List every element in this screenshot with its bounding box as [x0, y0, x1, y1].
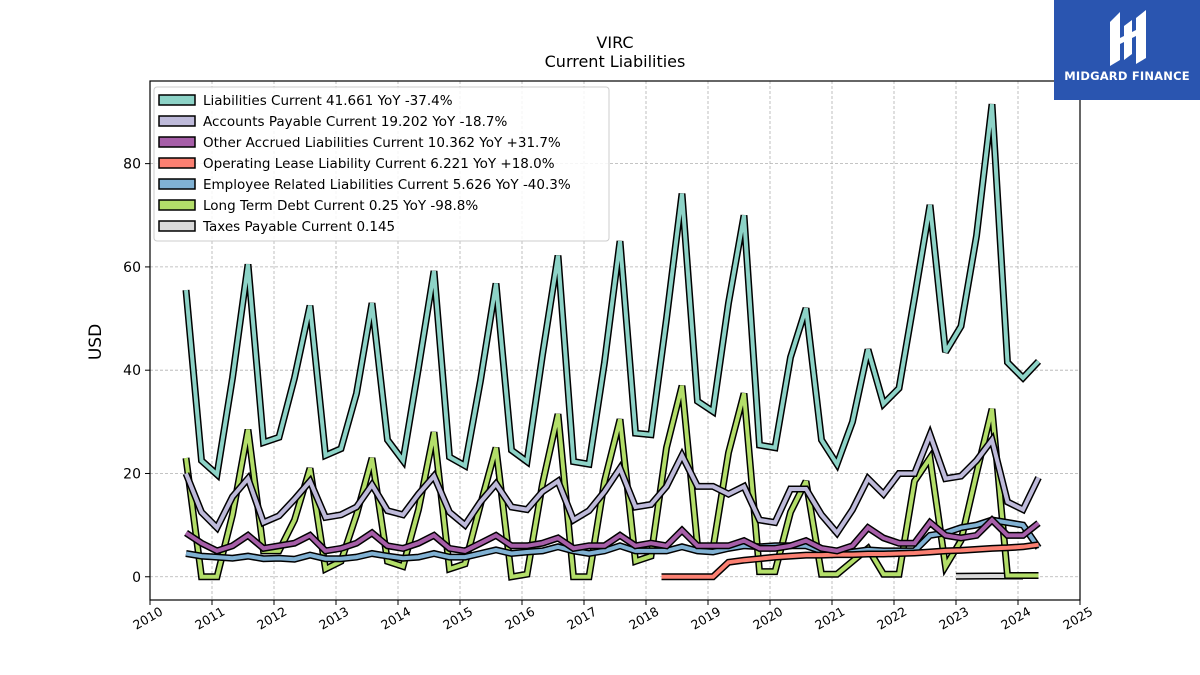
chart-subtitle: Current Liabilities — [544, 52, 686, 71]
series-line — [184, 429, 1041, 537]
legend-label: Accounts Payable Current 19.202 YoY -18.… — [203, 114, 508, 130]
x-tick-label: 2012 — [254, 604, 289, 633]
y-tick-label: 60 — [123, 260, 141, 276]
series-line — [661, 542, 1039, 579]
series-line — [184, 103, 1040, 479]
x-tick-label: 2015 — [440, 604, 475, 633]
legend-box — [153, 86, 610, 242]
legend-swatch — [158, 136, 196, 148]
legend-swatch — [158, 220, 196, 232]
x-tick-label: 2014 — [378, 604, 413, 633]
legend: Liabilities Current 41.661 YoY -37.4% Acc… — [153, 86, 610, 242]
x-tick-label: 2016 — [502, 604, 537, 633]
x-tick-label: 2021 — [812, 604, 847, 633]
series-line — [184, 385, 1039, 580]
x-tick-label: 2019 — [688, 604, 723, 633]
y-tick-label: 20 — [123, 466, 141, 482]
y-tick-label: 80 — [123, 157, 141, 173]
x-tick-label: 2024 — [998, 604, 1033, 633]
x-tick-label: 2017 — [564, 604, 599, 633]
x-tick-label: 2025 — [1060, 604, 1095, 633]
x-tick-label: 2013 — [316, 604, 351, 633]
y-tick-label: 0 — [132, 570, 141, 586]
x-tick-label: 2022 — [874, 604, 909, 633]
plot-frame — [149, 80, 1081, 601]
series-line — [184, 517, 1040, 554]
logo-mark-icon — [1110, 10, 1146, 66]
y-tick-label: 40 — [123, 363, 141, 379]
x-tick-label: 2011 — [192, 604, 227, 633]
legend-swatch — [158, 157, 196, 169]
legend-swatch — [158, 94, 196, 106]
legend-swatch — [158, 115, 196, 127]
legend-label: Operating Lease Liability Current 6.221 … — [203, 156, 555, 172]
legend-label: Long Term Debt Current 0.25 YoY -98.8% — [203, 198, 478, 214]
brand-logo: MIDGARD FINANCE — [1054, 0, 1200, 100]
x-tick-label: 2010 — [130, 604, 165, 633]
x-tick-label: 2023 — [936, 604, 971, 633]
legend-swatch — [158, 199, 196, 211]
legend-label: Taxes Payable Current 0.145 — [202, 219, 395, 235]
legend-label: Liabilities Current 41.661 YoY -37.4% — [203, 93, 453, 109]
logo-text: MIDGARD FINANCE — [1064, 69, 1190, 83]
legend-label: Other Accrued Liabilities Current 10.362… — [203, 135, 561, 151]
x-tick-label: 2018 — [626, 604, 661, 633]
legend-swatch — [158, 178, 196, 190]
x-tick-label: 2020 — [750, 604, 785, 633]
legend-label: Employee Related Liabilities Current 5.6… — [203, 177, 571, 193]
chart-title: VIRC — [596, 33, 634, 52]
y-axis-label: USD — [86, 324, 106, 360]
series-group — [182, 103, 1042, 581]
